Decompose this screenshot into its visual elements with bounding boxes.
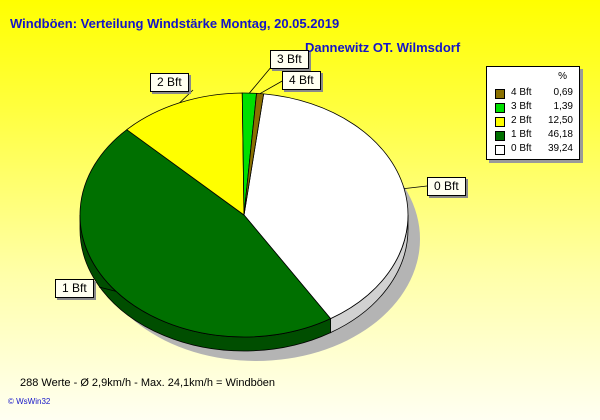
chart-subtitle: Dannewitz OT. Wilmsdorf [305,40,461,55]
slice-label-3-bft: 3 Bft [270,50,309,69]
legend-value: 1,39 [553,101,573,112]
legend-item-0-bft: 0 Bft 39,24 [495,143,573,155]
slice-label-1-bft: 1 Bft [55,279,94,298]
legend-item-4-bft: 4 Bft 0,69 [495,87,573,99]
legend-label: 3 Bft [511,101,532,112]
legend-value: 0,69 [553,87,573,98]
legend-label: 0 Bft [511,143,532,154]
slice-label-2-bft: 2 Bft [150,73,189,92]
legend-label: 1 Bft [511,129,532,140]
legend-swatch [495,131,505,141]
pie-slice-1-bft [79,129,332,338]
leader-line-2-bft [179,89,194,104]
footer-stats: 288 Werte - Ø 2,9km/h - Max. 24,1km/h = … [20,377,276,389]
copyright: © WsWin32 [8,397,51,406]
leader-line-1-bft [98,286,117,292]
leader-line-3-bft [249,65,273,94]
legend-swatch [495,89,505,99]
slice-label-0-bft: 0 Bft [427,177,466,196]
legend-value: 39,24 [547,143,573,154]
legend-item-3-bft: 3 Bft 1,39 [495,101,573,113]
chart-title: Windböen: Verteilung Windstärke Montag, … [10,16,340,31]
legend-header: % [558,71,567,82]
legend-label: 2 Bft [511,115,532,126]
legend-swatch [495,117,505,127]
legend-item-2-bft: 2 Bft 12,50 [495,115,573,127]
legend-swatch [495,103,505,113]
leader-line-0-bft [404,185,428,190]
leader-line-4-bft [259,79,285,94]
slice-label-4-bft: 4 Bft [282,71,321,90]
legend-label: 4 Bft [511,87,532,98]
legend-swatch [495,145,505,155]
legend-value: 46,18 [547,129,573,140]
legend-value: 12,50 [547,115,573,126]
legend: % 4 Bft 0,69 3 Bft 1,39 2 Bft 12,50 1 Bf… [486,66,580,160]
legend-item-1-bft: 1 Bft 46,18 [495,129,573,141]
pie-slice-2-bft [126,92,245,216]
